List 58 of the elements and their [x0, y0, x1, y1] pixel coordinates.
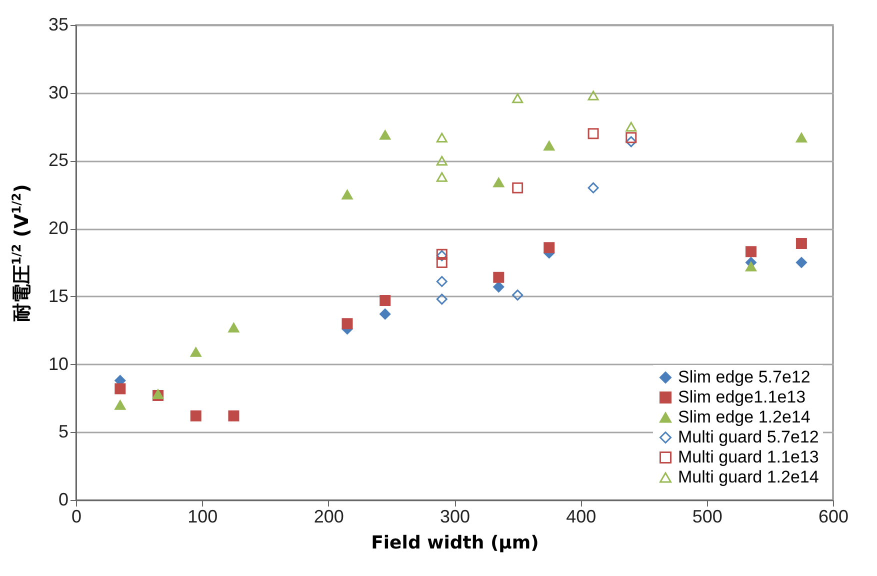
x-tick-label: 300: [440, 506, 470, 526]
point: [588, 182, 599, 194]
legend-label: Slim edge 5.7e12: [678, 368, 810, 386]
y-tick-label: 25: [48, 150, 68, 170]
legend-label: Multi guard 5.7e12: [678, 428, 819, 446]
legend-label: Slim edge1.1e13: [678, 388, 806, 406]
point: [544, 140, 555, 151]
point: [342, 190, 353, 200]
point: [626, 122, 637, 132]
x-tick-label: 100: [188, 506, 218, 526]
point: [190, 410, 202, 422]
legend-label: Multi guard 1.1e13: [678, 448, 819, 466]
point: [380, 308, 391, 320]
point: [436, 172, 448, 182]
point: [512, 93, 524, 104]
point: [436, 156, 448, 166]
x-tick-label: 200: [314, 506, 344, 526]
legend-label: Multi guard 1.2e14: [678, 468, 819, 486]
point: [544, 242, 555, 254]
point: [746, 262, 756, 272]
y-tick-label: 15: [48, 286, 68, 306]
point: [436, 276, 448, 287]
point: [626, 136, 637, 148]
point: [588, 90, 599, 100]
point: [342, 318, 353, 330]
point: [380, 295, 391, 306]
point: [380, 130, 391, 140]
point: [114, 400, 126, 410]
y-tick-label: 0: [58, 490, 68, 510]
y-tick-label: 10: [48, 354, 68, 374]
x-tick-label: 0: [71, 506, 82, 526]
y-tick-label: 35: [48, 14, 68, 34]
y-tick-label: 20: [48, 218, 68, 238]
point: [436, 132, 448, 142]
y-tick-label: 5: [58, 422, 68, 442]
point: [746, 246, 756, 258]
y-tick-label: 30: [48, 82, 68, 102]
point: [436, 257, 448, 268]
point: [436, 294, 448, 305]
point: [190, 347, 202, 357]
point: [493, 281, 504, 292]
point: [626, 132, 637, 144]
x-tick-label: 600: [818, 506, 849, 526]
point: [796, 257, 807, 268]
point: [796, 238, 807, 249]
point: [228, 322, 240, 332]
point: [796, 132, 807, 142]
x-tick-label: 500: [692, 506, 722, 526]
point: [228, 410, 240, 422]
point: [588, 128, 599, 140]
point: [512, 182, 524, 194]
point: [493, 272, 504, 283]
point: [493, 178, 504, 188]
point: [512, 290, 524, 301]
point: [114, 383, 126, 394]
x-axis-title: Field width (µm): [371, 532, 539, 554]
legend-label: Slim edge 1.2e14: [678, 408, 810, 426]
x-tick-label: 400: [566, 506, 596, 526]
